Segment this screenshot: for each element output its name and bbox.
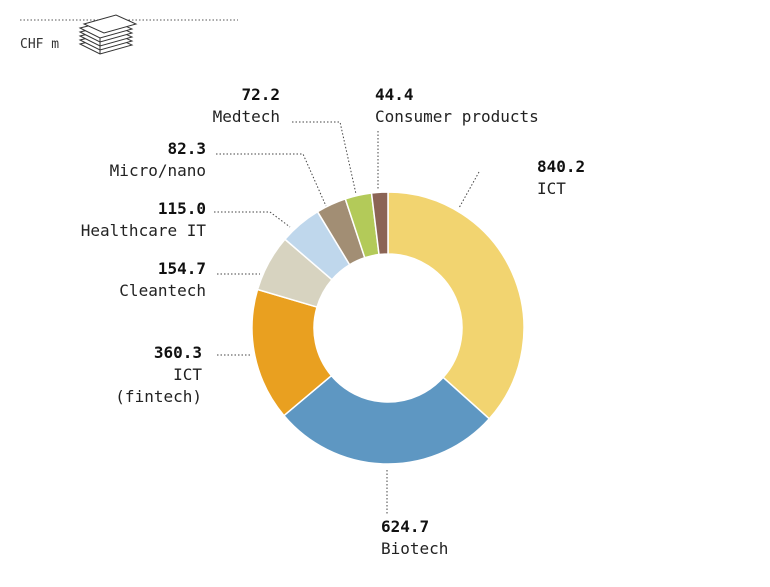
- category-label-ict-fintech: (fintech): [115, 387, 202, 406]
- value-label-medtech: 72.2: [241, 85, 280, 104]
- leader-line-micro-nano: [216, 153, 327, 207]
- category-label-healthcare-it: Healthcare IT: [81, 221, 207, 240]
- annotations-group: 840.2 ICT 624.7 Biotech 360.3 ICT (fintech) 154…: [81, 85, 585, 558]
- category-label-medtech: Medtech: [213, 107, 280, 126]
- leader-line-ict: [458, 171, 480, 209]
- banknotes-icon: [78, 14, 138, 55]
- value-label-ict: 840.2: [537, 157, 585, 176]
- slice-consumer-products: [370, 191, 389, 256]
- category-label-micro-nano: Micro/nano: [110, 161, 206, 180]
- value-label-healthcare-it: 115.0: [158, 199, 206, 218]
- slice-biotech: [282, 374, 491, 465]
- category-label-ict: ICT: [537, 179, 566, 198]
- unit-label: CHF m: [20, 37, 59, 52]
- value-label-micro-nano: 82.3: [167, 139, 206, 158]
- leader-line-healthcare-it: [214, 211, 291, 228]
- slices-group: [251, 191, 525, 465]
- leader-line-medtech: [292, 121, 357, 195]
- category-label-biotech: Biotech: [381, 539, 448, 558]
- value-label-ict-fintech: 360.3: [154, 343, 202, 362]
- category-label-cleantech: Cleantech: [119, 281, 206, 300]
- category-label-ict-fintech: ICT: [173, 365, 202, 384]
- slice-ict: [387, 191, 525, 420]
- value-label-consumer-products: 44.4: [375, 85, 414, 104]
- value-label-biotech: 624.7: [381, 517, 429, 536]
- category-label-consumer-products: Consumer products: [375, 107, 539, 126]
- value-label-cleantech: 154.7: [158, 259, 206, 278]
